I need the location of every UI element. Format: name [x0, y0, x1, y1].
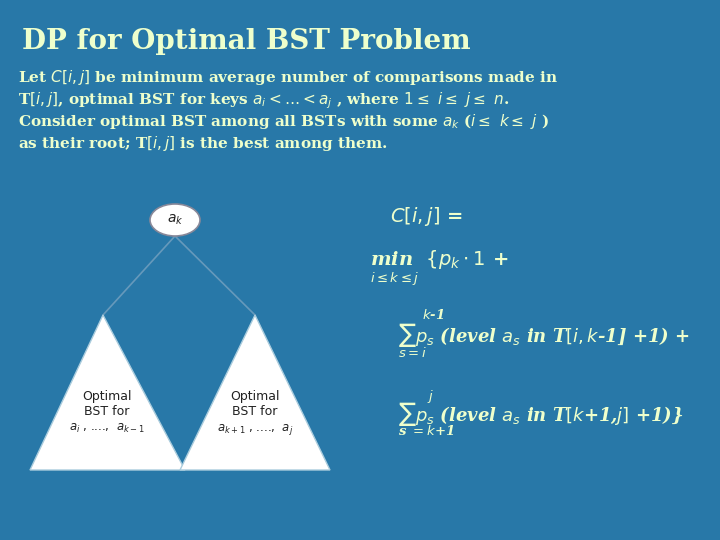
Text: BST for: BST for — [233, 405, 278, 418]
Ellipse shape — [150, 204, 200, 236]
Text: $s = i$: $s = i$ — [398, 346, 427, 360]
Text: Consider optimal BST among all BSTs with some $a_k$ ($i \leq$ $k \leq$ $j$ ): Consider optimal BST among all BSTs with… — [18, 112, 549, 131]
Text: $j$: $j$ — [427, 388, 434, 405]
Text: s $=k$+1: s $=k$+1 — [398, 424, 454, 438]
Text: DP for Optimal BST Problem: DP for Optimal BST Problem — [22, 28, 471, 55]
Text: $a_k$: $a_k$ — [167, 213, 183, 227]
Polygon shape — [180, 315, 330, 470]
Text: $k$-1: $k$-1 — [422, 308, 444, 322]
Text: $\sum p_s$ (level $a_s$ in T$[k$+1,$j]$ +1)}: $\sum p_s$ (level $a_s$ in T$[k$+1,$j]$ … — [398, 400, 683, 428]
Text: $\sum p_s$ (level $a_s$ in T$[i,k$-1] +1) +: $\sum p_s$ (level $a_s$ in T$[i,k$-1] +1… — [398, 321, 690, 349]
Text: Let $\mathit{C}[i,j]$ be minimum average number of comparisons made in: Let $\mathit{C}[i,j]$ be minimum average… — [18, 68, 558, 87]
Text: Optimal: Optimal — [82, 390, 132, 403]
Text: min  $\{p_k \cdot 1$ +: min $\{p_k \cdot 1$ + — [370, 248, 508, 271]
Text: $a_{k+1}$ , ....,  $a_j$: $a_{k+1}$ , ...., $a_j$ — [217, 422, 293, 437]
Text: $a_i$ , ....,  $a_{k-1}$: $a_i$ , ...., $a_{k-1}$ — [69, 422, 145, 435]
Text: $i \leq k \leq j$: $i \leq k \leq j$ — [370, 270, 420, 287]
Text: Optimal: Optimal — [230, 390, 280, 403]
Text: $C[i,j]$ =: $C[i,j]$ = — [390, 205, 463, 228]
Text: BST for: BST for — [84, 405, 130, 418]
Polygon shape — [30, 315, 185, 470]
Text: T$[i,j]$, optimal BST for keys $a_i < \ldots < a_j$ , where $1 \leq$ $i \leq$ $j: T$[i,j]$, optimal BST for keys $a_i < \l… — [18, 90, 510, 111]
Text: as their root; T$[i,j]$ is the best among them.: as their root; T$[i,j]$ is the best amon… — [18, 134, 387, 153]
